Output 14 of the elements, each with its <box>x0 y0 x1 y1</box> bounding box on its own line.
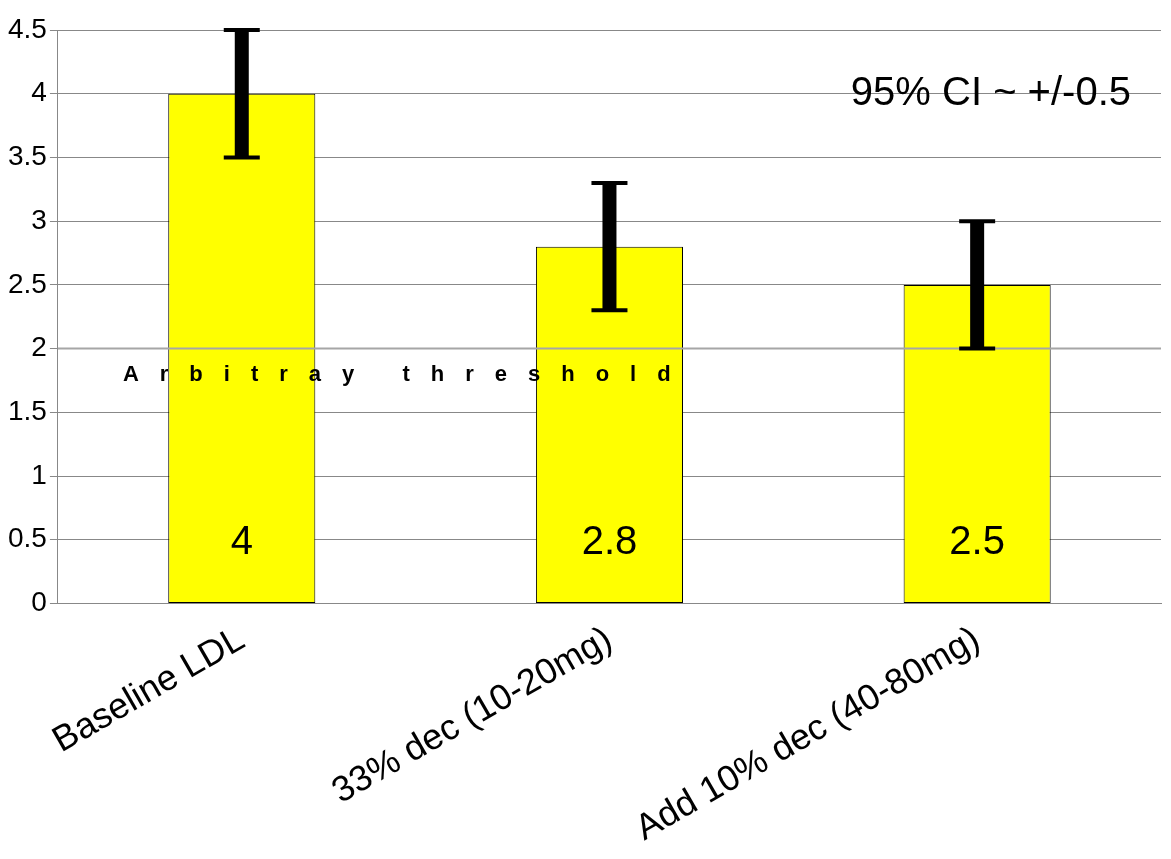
data-label: 4 <box>230 518 253 563</box>
y-tick-label: 4 <box>31 76 47 108</box>
data-label: 2.5 <box>949 518 1005 563</box>
y-tick-label: 2 <box>31 331 47 363</box>
y-tick-label: 0.5 <box>7 522 47 554</box>
y-tick-label: 2.5 <box>7 267 47 299</box>
y-tick-label: 1 <box>31 458 47 490</box>
y-tick-label: 3.5 <box>7 140 47 172</box>
y-tick-label: 1.5 <box>7 395 47 427</box>
y-tick-label: 3 <box>31 203 47 235</box>
y-tick-label: 4.5 <box>7 12 47 44</box>
y-tick-label: 0 <box>31 586 47 618</box>
annotation: 95% CI ~ +/-0.5 <box>850 68 1131 113</box>
data-label: 2.8 <box>581 518 638 563</box>
